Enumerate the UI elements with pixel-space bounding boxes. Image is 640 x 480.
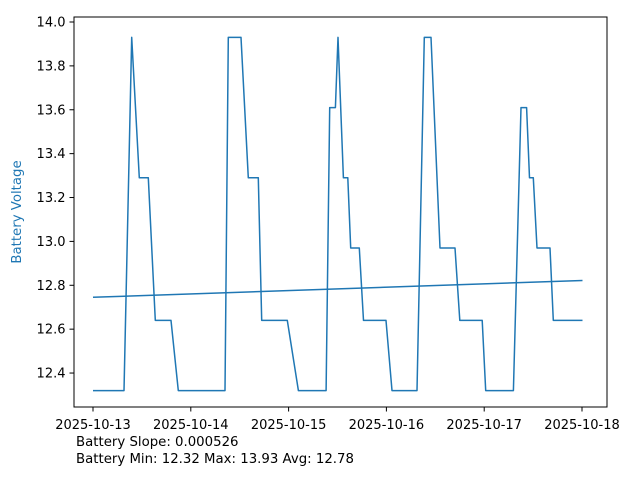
series-lines	[92, 36, 583, 392]
y-tick-label: 13.6	[37, 103, 66, 118]
x-tick-label: 2025-10-17	[446, 418, 522, 433]
x-tick-label: 2025-10-13	[55, 418, 131, 433]
y-tick-label: 12.6	[37, 323, 66, 338]
y-tick-label: 13.4	[37, 147, 66, 162]
x-axis-ticks: 2025-10-13 2025-10-14 2025-10-15 2025-10-16…	[55, 407, 620, 433]
trend-line	[92, 279, 583, 299]
y-tick-label: 12.8	[37, 279, 66, 294]
x-tick-label: 2025-10-15	[251, 418, 327, 433]
battery-stats-annotation: Battery Min: 12.32 Max: 13.93 Avg: 12.78	[76, 452, 354, 467]
x-tick-label: 2025-10-14	[153, 418, 229, 433]
y-tick-label: 13.2	[37, 191, 66, 206]
y-tick-label: 12.4	[37, 367, 66, 382]
x-tick-label: 2025-10-16	[349, 418, 425, 433]
y-tick-label: 13.0	[37, 235, 66, 250]
y-axis-ticks: 12.4 12.6 12.8 13.0 13.2 13.4 13.6 13.8 14.0	[37, 16, 74, 382]
battery-slope-annotation: Battery Slope: 0.000526	[76, 435, 238, 450]
y-axis-label: Battery Voltage	[10, 160, 25, 263]
plot-border	[73, 16, 608, 408]
battery-voltage-line	[93, 36, 583, 392]
x-tick-label: 2025-10-18	[544, 418, 620, 433]
y-tick-label: 14.0	[37, 16, 66, 31]
y-tick-label: 13.8	[37, 59, 66, 74]
